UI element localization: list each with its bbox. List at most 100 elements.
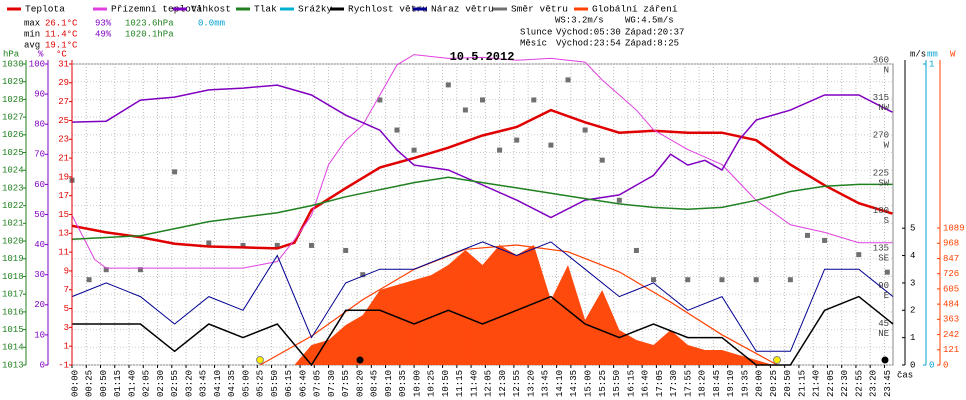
sun-text: Východ:05:30: [556, 27, 621, 37]
x-tick-label: 18:20: [698, 370, 708, 397]
y-tick-label: 363: [943, 315, 959, 325]
direction-point: [856, 252, 862, 258]
x-tick-label: 14:35: [569, 370, 579, 397]
direction-point: [240, 242, 246, 248]
direction-point: [822, 237, 828, 243]
y-tick-label: 1018: [2, 272, 24, 282]
y-tick-label: 13: [58, 229, 69, 239]
y-tick-label: 1015: [2, 325, 24, 335]
series-line: [71, 54, 893, 269]
x-tick-label: 00:50: [99, 370, 109, 397]
legend-label: Rychlost větru: [348, 4, 428, 15]
x-tick-label: 10:25: [427, 370, 437, 397]
x-tick-label: 02:30: [156, 370, 166, 397]
y-tick-label: 1022: [2, 201, 24, 211]
axes: 00:00 00:25 00:50 01:15 01:40 02:05 02:30 02:55…: [2, 49, 965, 397]
x-tick-label: 02:05: [142, 370, 152, 397]
x-tick-label: 07:05: [313, 370, 323, 397]
y-tick-label: 5: [910, 224, 915, 234]
direction-point: [274, 242, 280, 248]
y-tick-label: 1: [910, 333, 915, 343]
y-tick-label: 30: [34, 270, 45, 280]
x-tick-label: 02:55: [170, 370, 180, 397]
x-tick-label: 13:45: [541, 370, 551, 397]
y-tick-label: 10: [34, 330, 45, 340]
radiation-area: [72, 245, 893, 365]
y-tick-label: 21: [58, 153, 69, 163]
x-tick-label: 07:55: [341, 370, 351, 397]
grid: [71, 63, 893, 366]
direction-point: [343, 247, 349, 253]
direction-point: [377, 97, 383, 103]
y-axis-label: W: [950, 49, 956, 59]
compass-label: E: [884, 291, 889, 301]
moon-text: Západ:8:25: [625, 38, 679, 48]
legend-label: Globální záření: [592, 4, 678, 15]
direction-point: [514, 137, 520, 143]
sunset-marker: [773, 356, 781, 364]
x-tick-label: 00:25: [85, 370, 95, 397]
x-tick-label: 09:35: [398, 370, 408, 397]
y-tick-label: 27: [58, 97, 69, 107]
x-tick-label: 21:40: [812, 370, 822, 397]
stats: max 26.1°C 93% 1023.6hPa 0.0mm min 11.4°C 49% 10…: [24, 15, 684, 50]
y-tick-label: 29: [58, 78, 69, 88]
x-tick-label: 22:55: [854, 370, 864, 397]
direction-point: [633, 247, 639, 253]
x-tick-label: 12:30: [498, 370, 508, 397]
y-tick-label: 100: [29, 59, 45, 69]
y-tick-label: 847: [943, 254, 959, 264]
y-tick-label: 1089: [943, 223, 965, 233]
y-tick-label: 135: [873, 244, 889, 254]
y-tick-label: 484: [943, 299, 959, 309]
x-tick-label: 05:25: [256, 370, 266, 397]
y-tick-label: 70: [34, 150, 45, 160]
legend-label: Teplota: [25, 4, 65, 15]
direction-point: [582, 127, 588, 133]
y-tick-label: 1029: [2, 77, 24, 87]
y-tick-label: 1023: [2, 183, 24, 193]
x-tick-label: 18:45: [712, 370, 722, 397]
stat-text: avg: [24, 40, 40, 50]
y-tick-label: 45: [878, 319, 889, 329]
stat-text: min: [24, 29, 40, 39]
sun-text: Slunce: [520, 27, 552, 37]
y-tick-label: 17: [58, 191, 69, 201]
direction-point: [651, 277, 657, 283]
direction-point: [411, 147, 417, 153]
x-tick-label: 12:05: [484, 370, 494, 397]
y-tick-label: 1014: [2, 343, 24, 353]
stat-text: 19.1°C: [45, 40, 78, 50]
x-tick-label: 08:20: [355, 370, 365, 397]
moonrise-marker: [881, 356, 889, 364]
moonset-marker: [356, 356, 364, 364]
y-tick-label: 90: [878, 281, 889, 291]
y-tick-label: -1: [58, 360, 69, 370]
x-tick-label: 10:50: [441, 370, 451, 397]
x-tick-label: 20:50: [783, 370, 793, 397]
y-tick-label: 1016: [2, 307, 24, 317]
x-tick-label: 11:40: [469, 370, 479, 397]
x-tick-label: 15:50: [612, 370, 622, 397]
y-axis-label: mm: [927, 49, 938, 59]
direction-point: [308, 242, 314, 248]
y-tick-label: 180: [873, 206, 889, 216]
moon-text: Východ:23:54: [556, 38, 621, 48]
compass-label: NW: [878, 103, 889, 113]
direction-point: [497, 147, 503, 153]
x-tick-label: 20:00: [755, 370, 765, 397]
x-tick-label: 09:10: [384, 370, 394, 397]
y-tick-label: 1021: [2, 219, 24, 229]
y-tick-label: 968: [943, 239, 959, 249]
direction-point: [531, 97, 537, 103]
stat-text: 1023.6hPa: [125, 18, 174, 28]
x-tick-label: 19:35: [740, 370, 750, 397]
y-tick-label: 1027: [2, 112, 24, 122]
direction-point: [137, 267, 143, 273]
y-tick-label: 242: [943, 330, 959, 340]
x-tick-label: 00:00: [70, 370, 80, 397]
direction-point: [394, 127, 400, 133]
y-tick-label: 1: [929, 59, 934, 69]
x-tick-label: 04:35: [227, 370, 237, 397]
